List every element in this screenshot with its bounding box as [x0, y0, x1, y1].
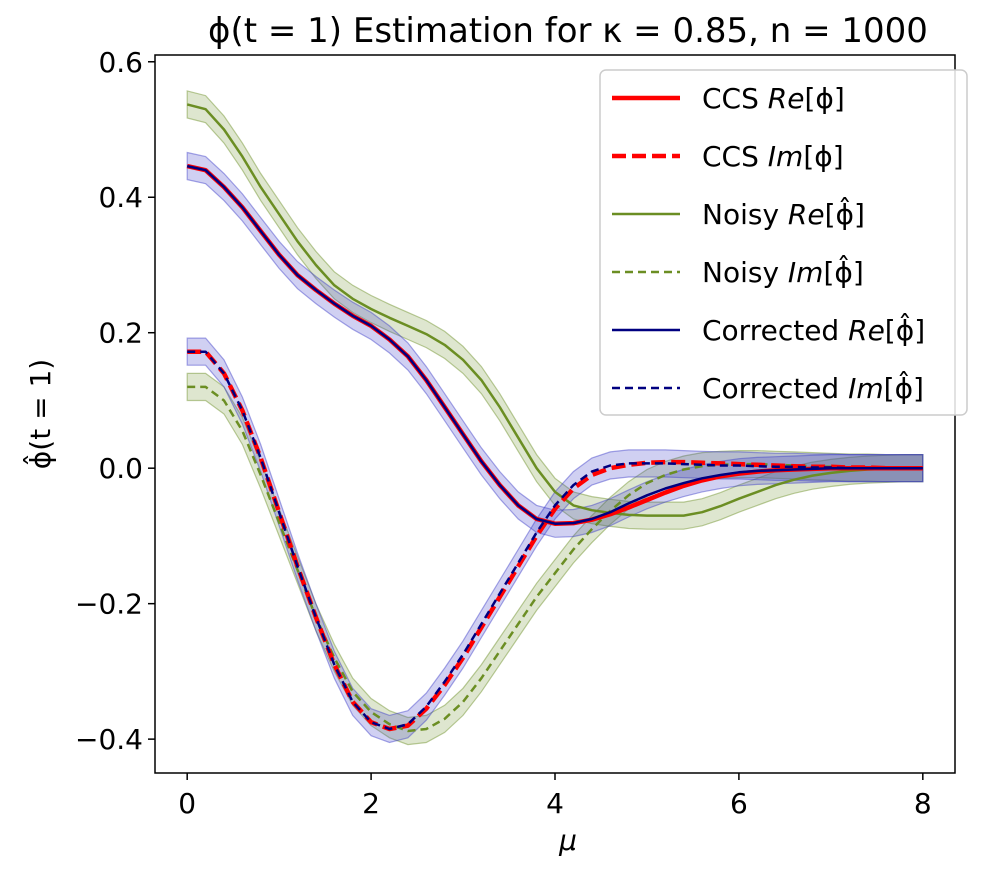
y-tick-label: −0.4 — [75, 723, 143, 756]
y-tick-label: 0.0 — [98, 452, 143, 485]
legend-box — [599, 69, 968, 416]
line-corrected-im — [187, 350, 923, 731]
legend-label-ccs-im: CCS Im[ϕ] — [702, 140, 844, 173]
x-tick-label: 2 — [362, 787, 380, 820]
x-tick-label: 8 — [914, 787, 932, 820]
legend-label-corrected-im: Corrected Im[ϕ̂] — [702, 369, 924, 405]
band-noisy-re — [186, 90, 924, 530]
legend-label-ccs-re: CCS Re[ϕ] — [702, 82, 845, 115]
x-tick-label: 4 — [546, 787, 564, 820]
y-tick-label: 0.6 — [98, 46, 143, 79]
line-noisy-re — [186, 103, 923, 517]
y-tick-label: 0.2 — [98, 317, 143, 350]
series-lines — [186, 103, 923, 733]
x-tick-label: 0 — [178, 787, 196, 820]
legend-label-noisy-im: Noisy Im[ϕ̂] — [702, 253, 864, 289]
band-corrected-im — [186, 337, 924, 744]
y-tick-label: 0.4 — [98, 181, 143, 214]
chart-title: ϕ(t = 1) Estimation for κ = 0.85, n = 10… — [208, 11, 928, 51]
legend: CCS Re[ϕ] CCS Im[ϕ] Noisy Re[ϕ̂] Noisy Im[ϕ… — [599, 69, 968, 416]
band-corrected-re — [186, 151, 924, 538]
x-axis-ticks: 0 2 4 6 8 — [178, 773, 932, 820]
y-axis-label: ϕ̂(t = 1) — [21, 359, 57, 469]
x-axis-label: μ — [558, 824, 577, 857]
line-corrected-re — [186, 164, 923, 525]
x-tick-label: 6 — [730, 787, 748, 820]
y-axis-ticks: −0.4 −0.2 0.0 0.2 0.4 0.6 — [75, 46, 155, 756]
legend-label-noisy-re: Noisy Re[ϕ̂] — [702, 195, 865, 231]
y-tick-label: −0.2 — [75, 588, 143, 621]
legend-label-corrected-re: Corrected Re[ϕ̂] — [702, 311, 925, 347]
